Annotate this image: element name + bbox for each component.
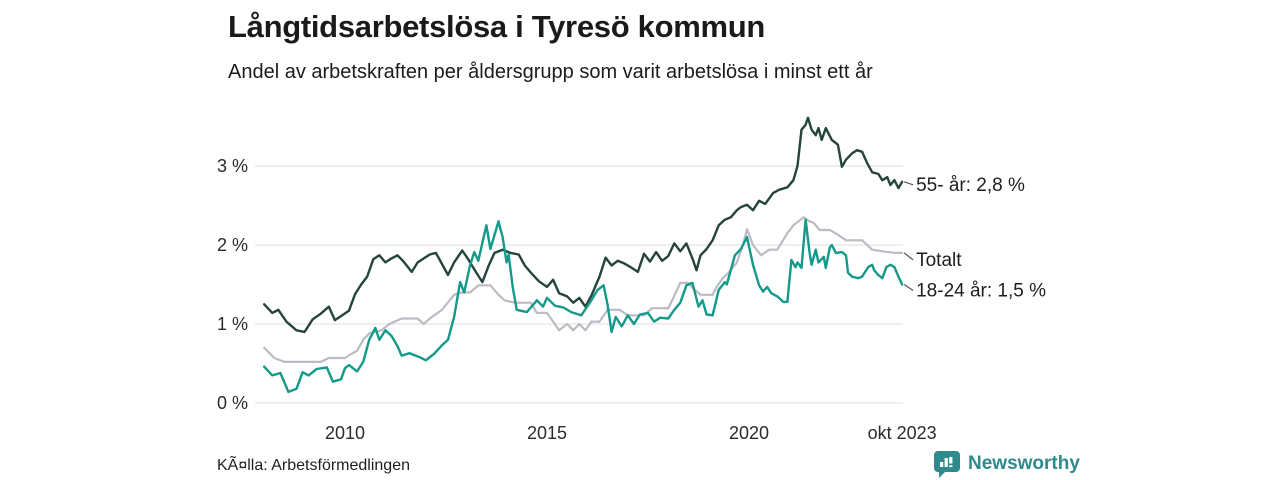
series-line-55-r bbox=[263, 116, 904, 334]
y-axis-tick-label: 0 % bbox=[217, 393, 248, 413]
x-axis-tick-label: 2020 bbox=[729, 423, 769, 443]
x-axis-tick-label: 2010 bbox=[325, 423, 365, 443]
newsworthy-wordmark: Newsworthy bbox=[968, 453, 1080, 474]
page-title: Långtidsarbetslösa i Tyresö kommun bbox=[228, 9, 766, 44]
series-end-label: 18-24 år: 1,5 % bbox=[916, 281, 1046, 302]
series-label-connector bbox=[903, 284, 914, 291]
x-axis-tick-label: 2015 bbox=[527, 423, 567, 443]
newsworthy-branding: Newsworthy bbox=[933, 450, 1080, 478]
bar-chart-speech-bubble-icon bbox=[934, 451, 960, 478]
y-axis-tick-label: 3 % bbox=[217, 156, 248, 176]
y-axis-tick-label: 1 % bbox=[217, 314, 248, 334]
source-note: KÃ¤lla: Arbetsförmedlingen bbox=[217, 457, 410, 474]
series-line-totalt bbox=[263, 216, 904, 363]
series-label-connector bbox=[903, 181, 914, 186]
x-axis-tick-label: okt 2023 bbox=[868, 423, 937, 443]
series-line-18-24-r bbox=[263, 218, 904, 394]
y-axis-tick-label: 2 % bbox=[217, 235, 248, 255]
chart-subtitle: Andel av arbetskraften per åldersgrupp s… bbox=[228, 61, 873, 83]
series-end-label: 55- år: 2,8 % bbox=[916, 175, 1025, 196]
series-label-connector bbox=[903, 252, 914, 261]
series-end-label: Totalt bbox=[916, 250, 962, 271]
